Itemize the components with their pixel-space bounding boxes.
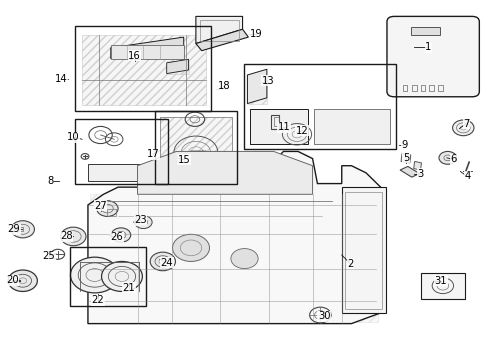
Text: 11: 11 [277,122,290,132]
Text: 13: 13 [261,76,274,86]
Polygon shape [247,69,266,104]
Text: 14: 14 [54,74,67,84]
Bar [344,192,381,309]
FancyBboxPatch shape [386,17,478,97]
Bar [274,117,279,126]
Text: 27: 27 [94,201,107,211]
Bar [88,164,161,181]
Text: 18: 18 [217,81,230,91]
Text: 31: 31 [434,276,447,286]
Polygon shape [196,29,248,51]
Bar [420,85,425,91]
Text: 4: 4 [463,171,469,181]
Text: 24: 24 [160,258,173,268]
Bar [81,35,205,105]
Bar [271,115,279,129]
Circle shape [150,252,175,271]
Polygon shape [196,17,242,44]
Text: 19: 19 [249,29,262,39]
Circle shape [111,228,130,242]
Bar [243,64,395,149]
Circle shape [438,152,456,164]
Text: 23: 23 [134,215,146,225]
Bar [200,20,238,41]
Bar [420,273,464,298]
Bar [70,247,146,306]
Text: 22: 22 [91,295,104,305]
Bar [75,26,211,111]
Bar [166,61,188,73]
Text: 6: 6 [449,154,456,164]
Bar [75,119,167,184]
Polygon shape [399,166,419,177]
Circle shape [452,120,473,136]
Bar [90,194,133,322]
Bar [11,227,23,231]
Text: 9: 9 [401,140,407,150]
Bar [250,109,307,144]
Text: 20: 20 [6,275,19,285]
Bar [313,109,389,144]
Bar [341,186,377,322]
Polygon shape [400,154,410,163]
Bar [111,45,183,59]
Text: 2: 2 [346,259,353,269]
Bar [313,109,389,144]
Bar [155,111,236,184]
Polygon shape [250,109,307,144]
Circle shape [11,221,34,238]
Polygon shape [88,152,380,324]
Text: 8: 8 [47,176,53,186]
Text: 1: 1 [424,42,430,52]
Polygon shape [341,187,385,313]
Circle shape [70,257,119,293]
Bar [437,85,442,91]
Circle shape [61,227,86,246]
Circle shape [121,272,136,284]
Bar [200,20,238,41]
Text: 28: 28 [60,231,73,242]
Bar [160,117,231,180]
Circle shape [102,261,142,292]
Text: 5: 5 [402,153,408,163]
Text: 17: 17 [146,149,159,159]
Bar [428,85,433,91]
Text: 7: 7 [462,118,468,129]
Text: 12: 12 [295,126,307,136]
Circle shape [172,234,209,261]
Text: 15: 15 [178,155,190,165]
Polygon shape [166,59,188,73]
Circle shape [97,201,118,216]
Bar [344,192,381,309]
Text: 26: 26 [110,232,123,242]
Bar [247,75,266,104]
Text: 10: 10 [67,132,80,142]
Bar [410,27,439,35]
Text: 25: 25 [42,251,55,261]
Polygon shape [111,37,183,59]
Circle shape [134,216,152,229]
Text: 29: 29 [8,224,20,234]
Bar [142,165,307,194]
Polygon shape [137,152,312,194]
Text: 16: 16 [128,51,141,61]
Bar [160,117,231,180]
Bar [402,85,407,91]
Polygon shape [88,164,161,181]
Text: 3: 3 [417,168,423,179]
Bar [107,209,116,216]
Bar [411,85,416,91]
Polygon shape [413,161,421,170]
Circle shape [8,270,37,292]
Text: 21: 21 [122,283,135,293]
Text: 30: 30 [317,311,330,321]
Circle shape [230,249,258,269]
